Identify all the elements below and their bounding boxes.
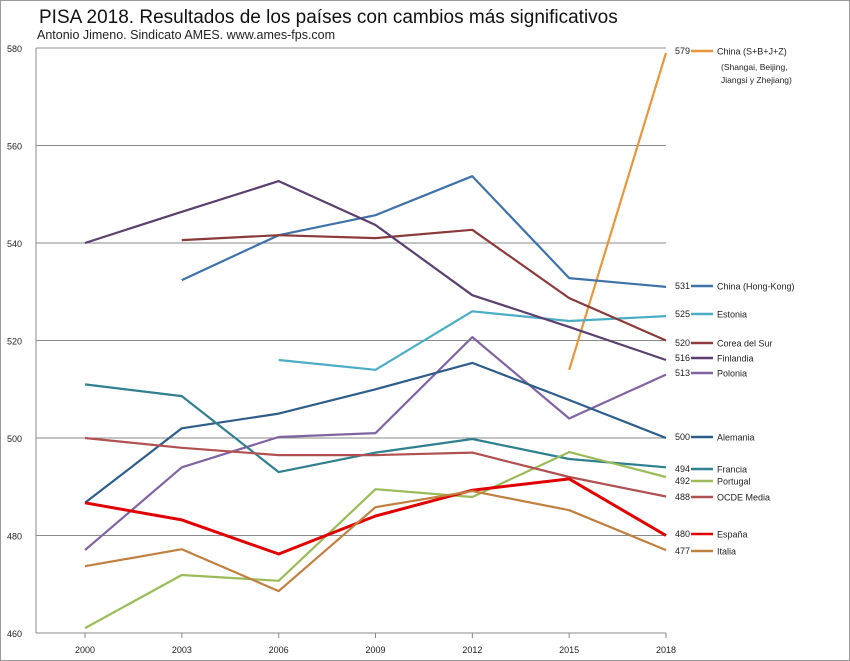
legend-label: Finlandia [717, 354, 754, 364]
end-value-label: 494 [675, 464, 690, 474]
end-value-label: 525 [675, 309, 690, 319]
x-tick-label: 2000 [75, 645, 95, 655]
legend-label: Portugal [717, 477, 751, 487]
legend-note: (Shangai, Beijing, Jiangsi y Zhejiang) [721, 62, 792, 85]
legend-label: Polonia [717, 369, 747, 379]
legend-label: China (S+B+J+Z) [717, 47, 787, 57]
end-value-label: 513 [675, 368, 690, 378]
series-line-3 [181, 228, 667, 342]
chart-subtitle: Antonio Jimeno. Sindicato AMES. www.ames… [37, 28, 336, 42]
series-line-4 [84, 180, 667, 362]
x-tick-label: 2012 [462, 645, 482, 655]
legend-label: Estonia [717, 310, 747, 320]
legend-label: Italia [717, 547, 736, 557]
end-value-label: 516 [675, 353, 690, 363]
y-tick-label: 460 [7, 629, 22, 639]
x-tick-label: 2018 [656, 645, 676, 655]
y-tick-label: 520 [7, 337, 22, 347]
legend-label: China (Hong-Kong) [717, 282, 795, 292]
y-tick-label: 540 [7, 239, 22, 249]
y-tick-label: 560 [7, 142, 22, 152]
end-value-label: 520 [675, 338, 690, 348]
end-value-label: 477 [675, 546, 690, 556]
series-line-0 [568, 52, 668, 371]
x-tick-label: 2003 [172, 645, 192, 655]
end-value-label: 492 [675, 476, 690, 486]
end-value-label: 480 [675, 529, 690, 539]
legend-label: Francia [717, 465, 747, 475]
end-value-label: 531 [675, 281, 690, 291]
end-value-label: 500 [675, 432, 690, 442]
legend-label: España [717, 530, 748, 540]
end-value-label: 488 [675, 492, 690, 502]
series-line-8 [84, 451, 667, 630]
series-line-1 [181, 175, 667, 288]
y-tick-label: 480 [7, 532, 22, 542]
series-line-7 [84, 383, 667, 474]
series-line-11 [84, 490, 667, 593]
x-tick-label: 2009 [365, 645, 385, 655]
series-line-9 [84, 436, 667, 498]
legend-label: OCDE Media [717, 493, 770, 503]
x-tick-label: 2006 [269, 645, 289, 655]
legend-label: Corea del Sur [717, 339, 773, 349]
y-tick-label: 580 [7, 44, 22, 54]
series-line-5 [84, 336, 667, 551]
series-line-6 [84, 361, 667, 504]
end-value-label: 579 [675, 46, 690, 56]
legend-label: Alemania [717, 433, 755, 443]
chart-title: PISA 2018. Resultados de los países con … [39, 7, 618, 28]
x-tick-label: 2015 [559, 645, 579, 655]
series-line-2 [278, 310, 667, 371]
y-tick-label: 500 [7, 434, 22, 444]
series-line-10 [84, 477, 667, 556]
